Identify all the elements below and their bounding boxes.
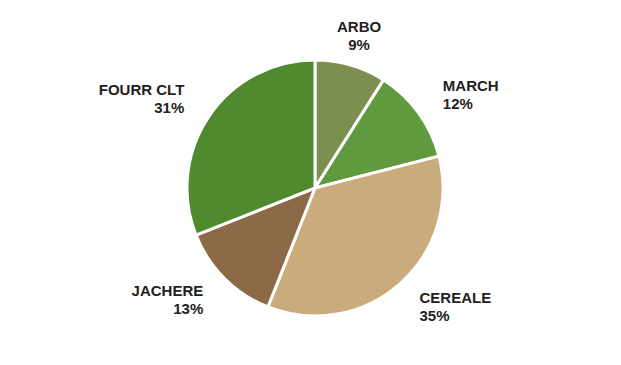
svg-text:JACHERE13%: JACHERE13%	[132, 282, 204, 317]
svg-text:CEREALE35%: CEREALE35%	[419, 289, 491, 324]
svg-text:MARCH12%: MARCH12%	[443, 77, 499, 112]
svg-text:ARBO9%: ARBO9%	[337, 18, 381, 53]
svg-text:FOURR CLT31%: FOURR CLT31%	[99, 81, 185, 116]
